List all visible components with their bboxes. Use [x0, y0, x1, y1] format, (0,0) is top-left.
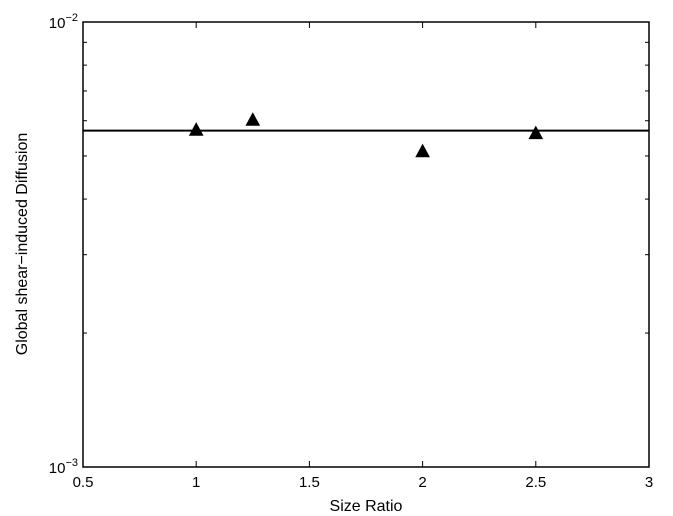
data-point-triangle	[528, 125, 544, 140]
data-series	[83, 112, 649, 158]
y-tick-label-exponent: −3	[65, 457, 78, 469]
x-tick-label: 0.5	[73, 474, 94, 491]
x-tick-label: 1	[192, 474, 200, 491]
data-point-triangle	[245, 112, 261, 126]
axis-ticks	[82, 21, 650, 468]
plot-frame	[82, 21, 650, 468]
x-tick-label: 2.5	[525, 474, 546, 491]
x-tick-label: 3	[645, 474, 653, 491]
x-tick-label: 1.5	[299, 474, 320, 491]
y-tick-label-exponent: −2	[65, 12, 78, 24]
y-tick-label: 10−3	[49, 457, 78, 477]
x-tick-label: 2	[418, 474, 426, 491]
y-tick-label-base: 10	[49, 460, 66, 477]
x-axis-label: Size Ratio	[330, 498, 403, 515]
y-tick-label-base: 10	[49, 15, 66, 32]
y-axis-label: Global shear−induced Diffusion	[14, 133, 31, 356]
data-point-triangle	[188, 122, 204, 136]
y-tick-label: 10−2	[49, 12, 78, 32]
data-point-triangle	[415, 143, 430, 158]
tick-labels: 0.5 1 1.5 2 2.5 310−310−2	[49, 12, 653, 491]
